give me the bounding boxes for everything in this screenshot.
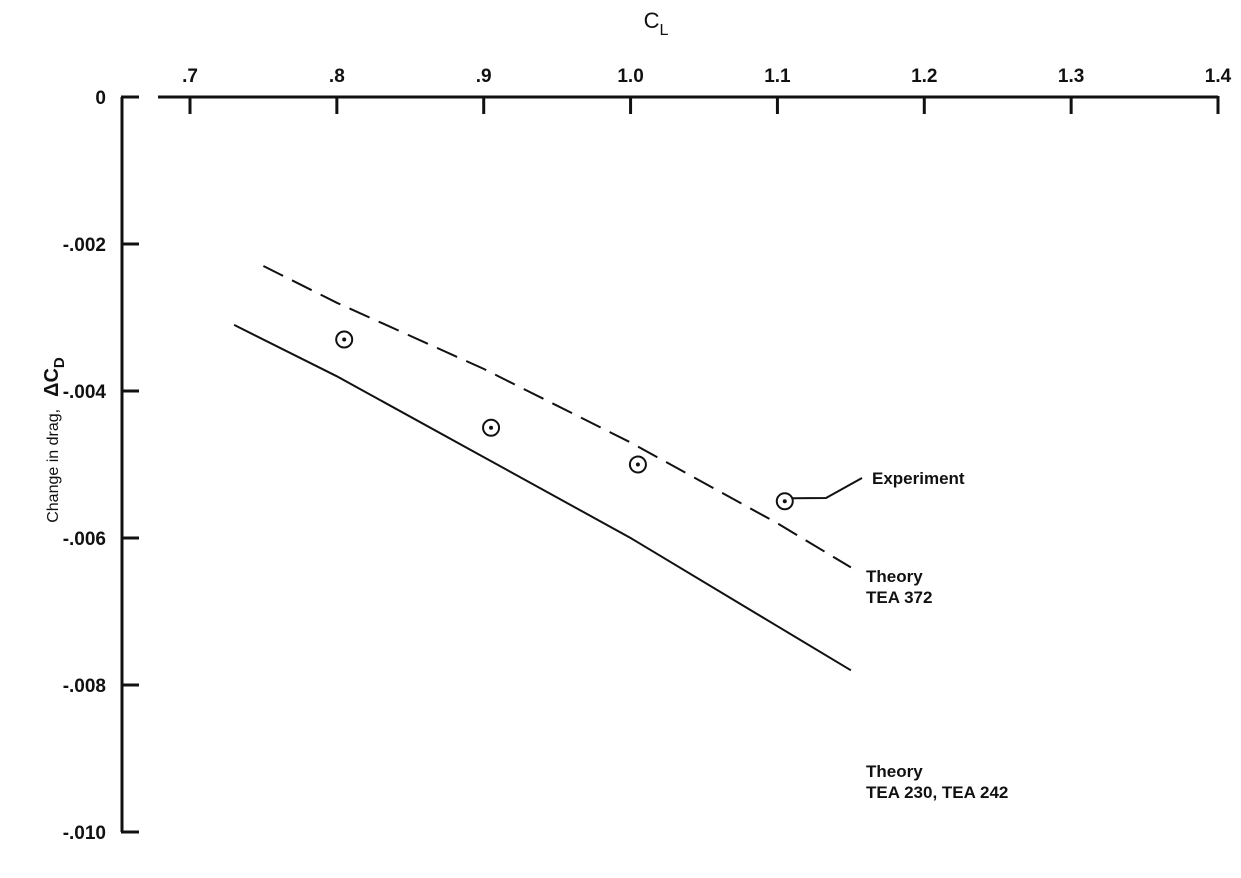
annotations: Theory TEA 372 Theory TEA 230, TEA 242 Exper… (792, 469, 1008, 802)
y-axis-title-sub: D (51, 357, 68, 368)
x-tick-label: 1.1 (764, 66, 791, 87)
y-axis-ticks: 0 -.002 -.004 -.006 -.008 -.010 (63, 88, 139, 844)
experiment-point (335, 330, 354, 349)
series-label-line: Experiment (872, 469, 965, 488)
experiment-point (482, 418, 501, 437)
y-axis-title-text: Change in drag, (45, 409, 62, 523)
y-axis-title-symbol: ΔC (41, 368, 63, 397)
x-tick-label: .9 (476, 66, 492, 87)
experiment-point (628, 455, 647, 474)
experiment-point-center (635, 462, 640, 467)
x-tick-label: 1.4 (1205, 66, 1232, 87)
series-label: Theory TEA 372 (866, 567, 932, 607)
x-tick-label: 1.0 (617, 66, 643, 87)
y-axis-title: Change in drag, ΔCD (41, 357, 68, 523)
experiment-point-center (782, 499, 787, 504)
x-axis-ticks: .7 .8 .9 1.0 1.1 1.2 1.3 1.4 (182, 66, 1232, 114)
axes (120, 95, 1218, 832)
series-label-line: Theory (866, 762, 923, 781)
theory-tea-230-242-line (233, 324, 852, 672)
x-axis-title: CL (644, 8, 669, 39)
y-tick-label: -.002 (63, 235, 106, 256)
series-label: Experiment (872, 469, 965, 488)
y-tick-label: -.010 (63, 823, 106, 844)
experiment-point (775, 492, 794, 511)
y-tick-label: -.004 (63, 382, 107, 403)
series-label-line: TEA 230, TEA 242 (866, 783, 1008, 802)
series-label-line: Theory (866, 567, 923, 586)
x-tick-label: .8 (329, 66, 345, 87)
x-tick-label: .7 (182, 66, 198, 87)
y-tick-label: -.006 (63, 529, 106, 550)
experiment-point-center (489, 425, 494, 430)
x-axis-title-sub: L (659, 22, 668, 39)
x-tick-label: 1.2 (911, 66, 937, 87)
series-label-line: TEA 372 (866, 588, 932, 607)
experiment-point-center (342, 337, 347, 342)
x-axis-title-main: C (644, 8, 660, 33)
y-tick-label: -.008 (63, 676, 106, 697)
series-label: Theory TEA 230, TEA 242 (866, 762, 1008, 802)
y-tick-label: 0 (95, 88, 106, 109)
series-layer (233, 265, 852, 672)
experiment-leader-line (792, 477, 863, 500)
theory-tea-372-line (262, 265, 852, 569)
x-tick-label: 1.3 (1058, 66, 1084, 87)
